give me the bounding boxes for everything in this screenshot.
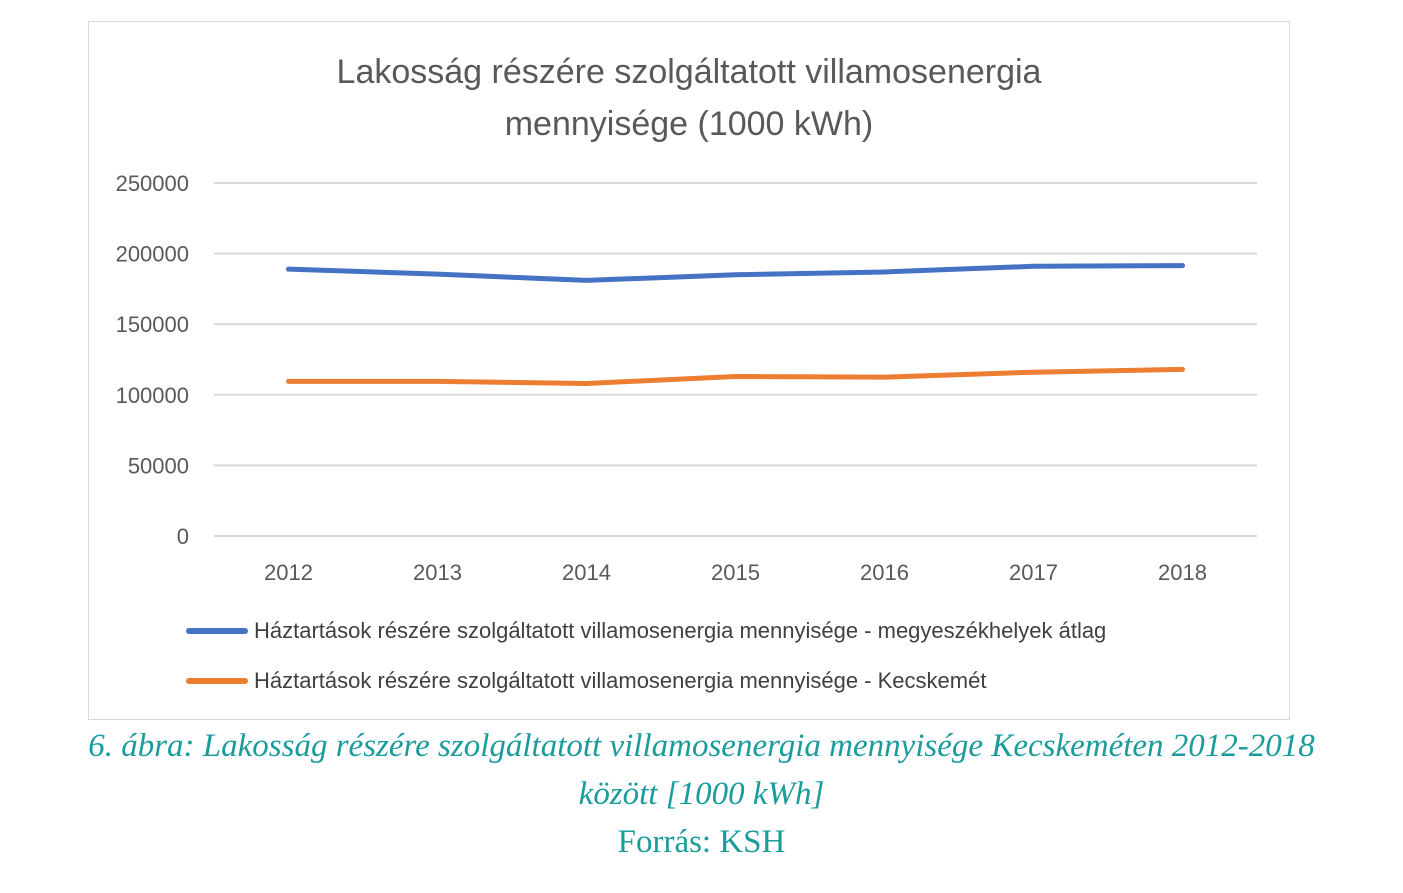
legend-label: Háztartások részére szolgáltatott villam… — [254, 668, 987, 693]
legend-swatch-orange — [186, 678, 248, 684]
chart-title-line1: Lakosság részére szolgáltatott villamose… — [336, 53, 1042, 91]
y-tick-label: 0 — [177, 524, 189, 549]
figure-caption-line1: 6. ábra: Lakosság részére szolgáltatott … — [88, 728, 1315, 764]
x-tick-label: 2017 — [1009, 560, 1058, 585]
x-tick-label: 2014 — [562, 560, 611, 585]
y-tick-label: 200000 — [116, 242, 189, 267]
legend-item-series-1: Háztartások részére szolgáltatott villam… — [186, 616, 1106, 646]
y-tick-label: 50000 — [128, 453, 189, 478]
legend-swatch-blue — [186, 628, 248, 634]
series-line-2 — [286, 366, 1185, 387]
x-tick-label: 2018 — [1158, 560, 1207, 585]
x-tick-label: 2016 — [860, 560, 909, 585]
x-tick-label: 2012 — [264, 560, 313, 585]
figure-caption-line2: között [1000 kWh] — [578, 776, 825, 812]
x-tick-label: 2015 — [711, 560, 760, 585]
y-tick-label: 150000 — [116, 312, 189, 337]
y-tick-label: 100000 — [116, 383, 189, 408]
series-line-1 — [286, 263, 1185, 283]
x-tick-label: 2013 — [413, 560, 462, 585]
y-tick-label: 250000 — [116, 171, 189, 196]
legend-label: Háztartások részére szolgáltatott villam… — [254, 618, 1107, 643]
chart-title-line2: mennyisége (1000 kWh) — [504, 105, 874, 143]
figure-source: Forrás: KSH — [617, 824, 786, 860]
legend-item-series-2: Háztartások részére szolgáltatott villam… — [186, 666, 986, 696]
